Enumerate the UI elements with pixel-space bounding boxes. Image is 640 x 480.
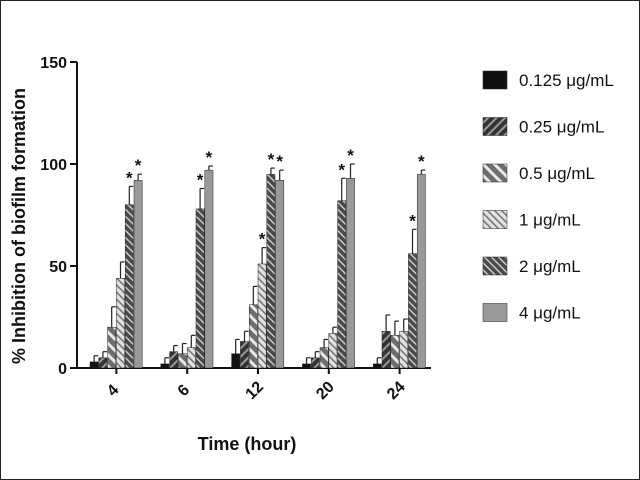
bar [266,173,276,369]
bar [240,341,249,369]
y-tick-label: 150 [40,55,67,72]
bar [302,363,311,369]
y-tick-label: 50 [49,259,67,276]
bar [160,363,170,369]
bar [257,263,267,369]
bar [399,331,409,369]
x-tick-label: 12 [243,378,268,403]
x-tick-label: 6 [175,382,193,400]
x-tick-label: 20 [313,378,338,403]
legend-swatch [482,163,508,183]
significance-marker: * [268,150,275,169]
legend-swatch [482,303,508,322]
bar [346,178,355,369]
bar [186,347,196,369]
legend-swatch [482,210,508,229]
bar [178,353,187,369]
legend-label: 2 μg/mL [519,257,581,276]
legend-label: 0.125 μg/mL [519,71,614,90]
bar [107,326,117,369]
bar [408,253,417,369]
legend-label: 4 μg/mL [519,304,581,323]
bar [337,200,347,369]
significance-marker: * [259,230,266,249]
bar [195,208,205,369]
bar [372,363,382,369]
significance-marker: * [206,148,213,167]
bar [248,304,258,369]
bar [310,357,320,369]
legend: 0.125 μg/mL 0.25 μg/mL 0.5 μg/mL 1 μg/mL 2 μ… [482,70,614,323]
bar [124,204,134,369]
legend-swatch [482,70,508,90]
legend-label: 0.25 μg/mL [519,118,604,137]
bar [416,173,426,369]
bar [133,180,143,369]
bar [319,347,329,369]
significance-marker: * [347,146,354,165]
bar [89,361,99,369]
bar [98,357,108,369]
legend-swatch [482,256,508,276]
significance-marker: * [338,160,345,179]
x-axis-label: Time (hour) [198,434,297,454]
bar [275,180,285,369]
significance-marker: * [418,152,425,171]
legend-swatch [482,117,508,136]
y-tick-label: 100 [40,157,67,174]
significance-marker: * [126,168,133,187]
legend-label: 1 μg/mL [519,211,581,230]
bar [328,333,338,369]
bar [204,169,214,369]
significance-marker: * [135,156,142,175]
x-tick-label: 24 [384,378,409,403]
y-axis-label-group: % Inhibition of biofilm formation [9,88,29,364]
bar [116,277,125,369]
significance-marker: * [197,170,204,189]
bar [231,353,241,369]
bar [381,331,391,369]
significance-marker: * [409,211,416,230]
legend-label: 0.5 μg/mL [519,164,595,183]
y-tick-label: 0 [58,361,67,378]
x-tick-label: 4 [104,382,122,400]
significance-marker: * [276,152,283,171]
y-axis-label: % Inhibition of biofilm formation [9,88,29,364]
bar [390,335,400,369]
bar [169,351,179,369]
